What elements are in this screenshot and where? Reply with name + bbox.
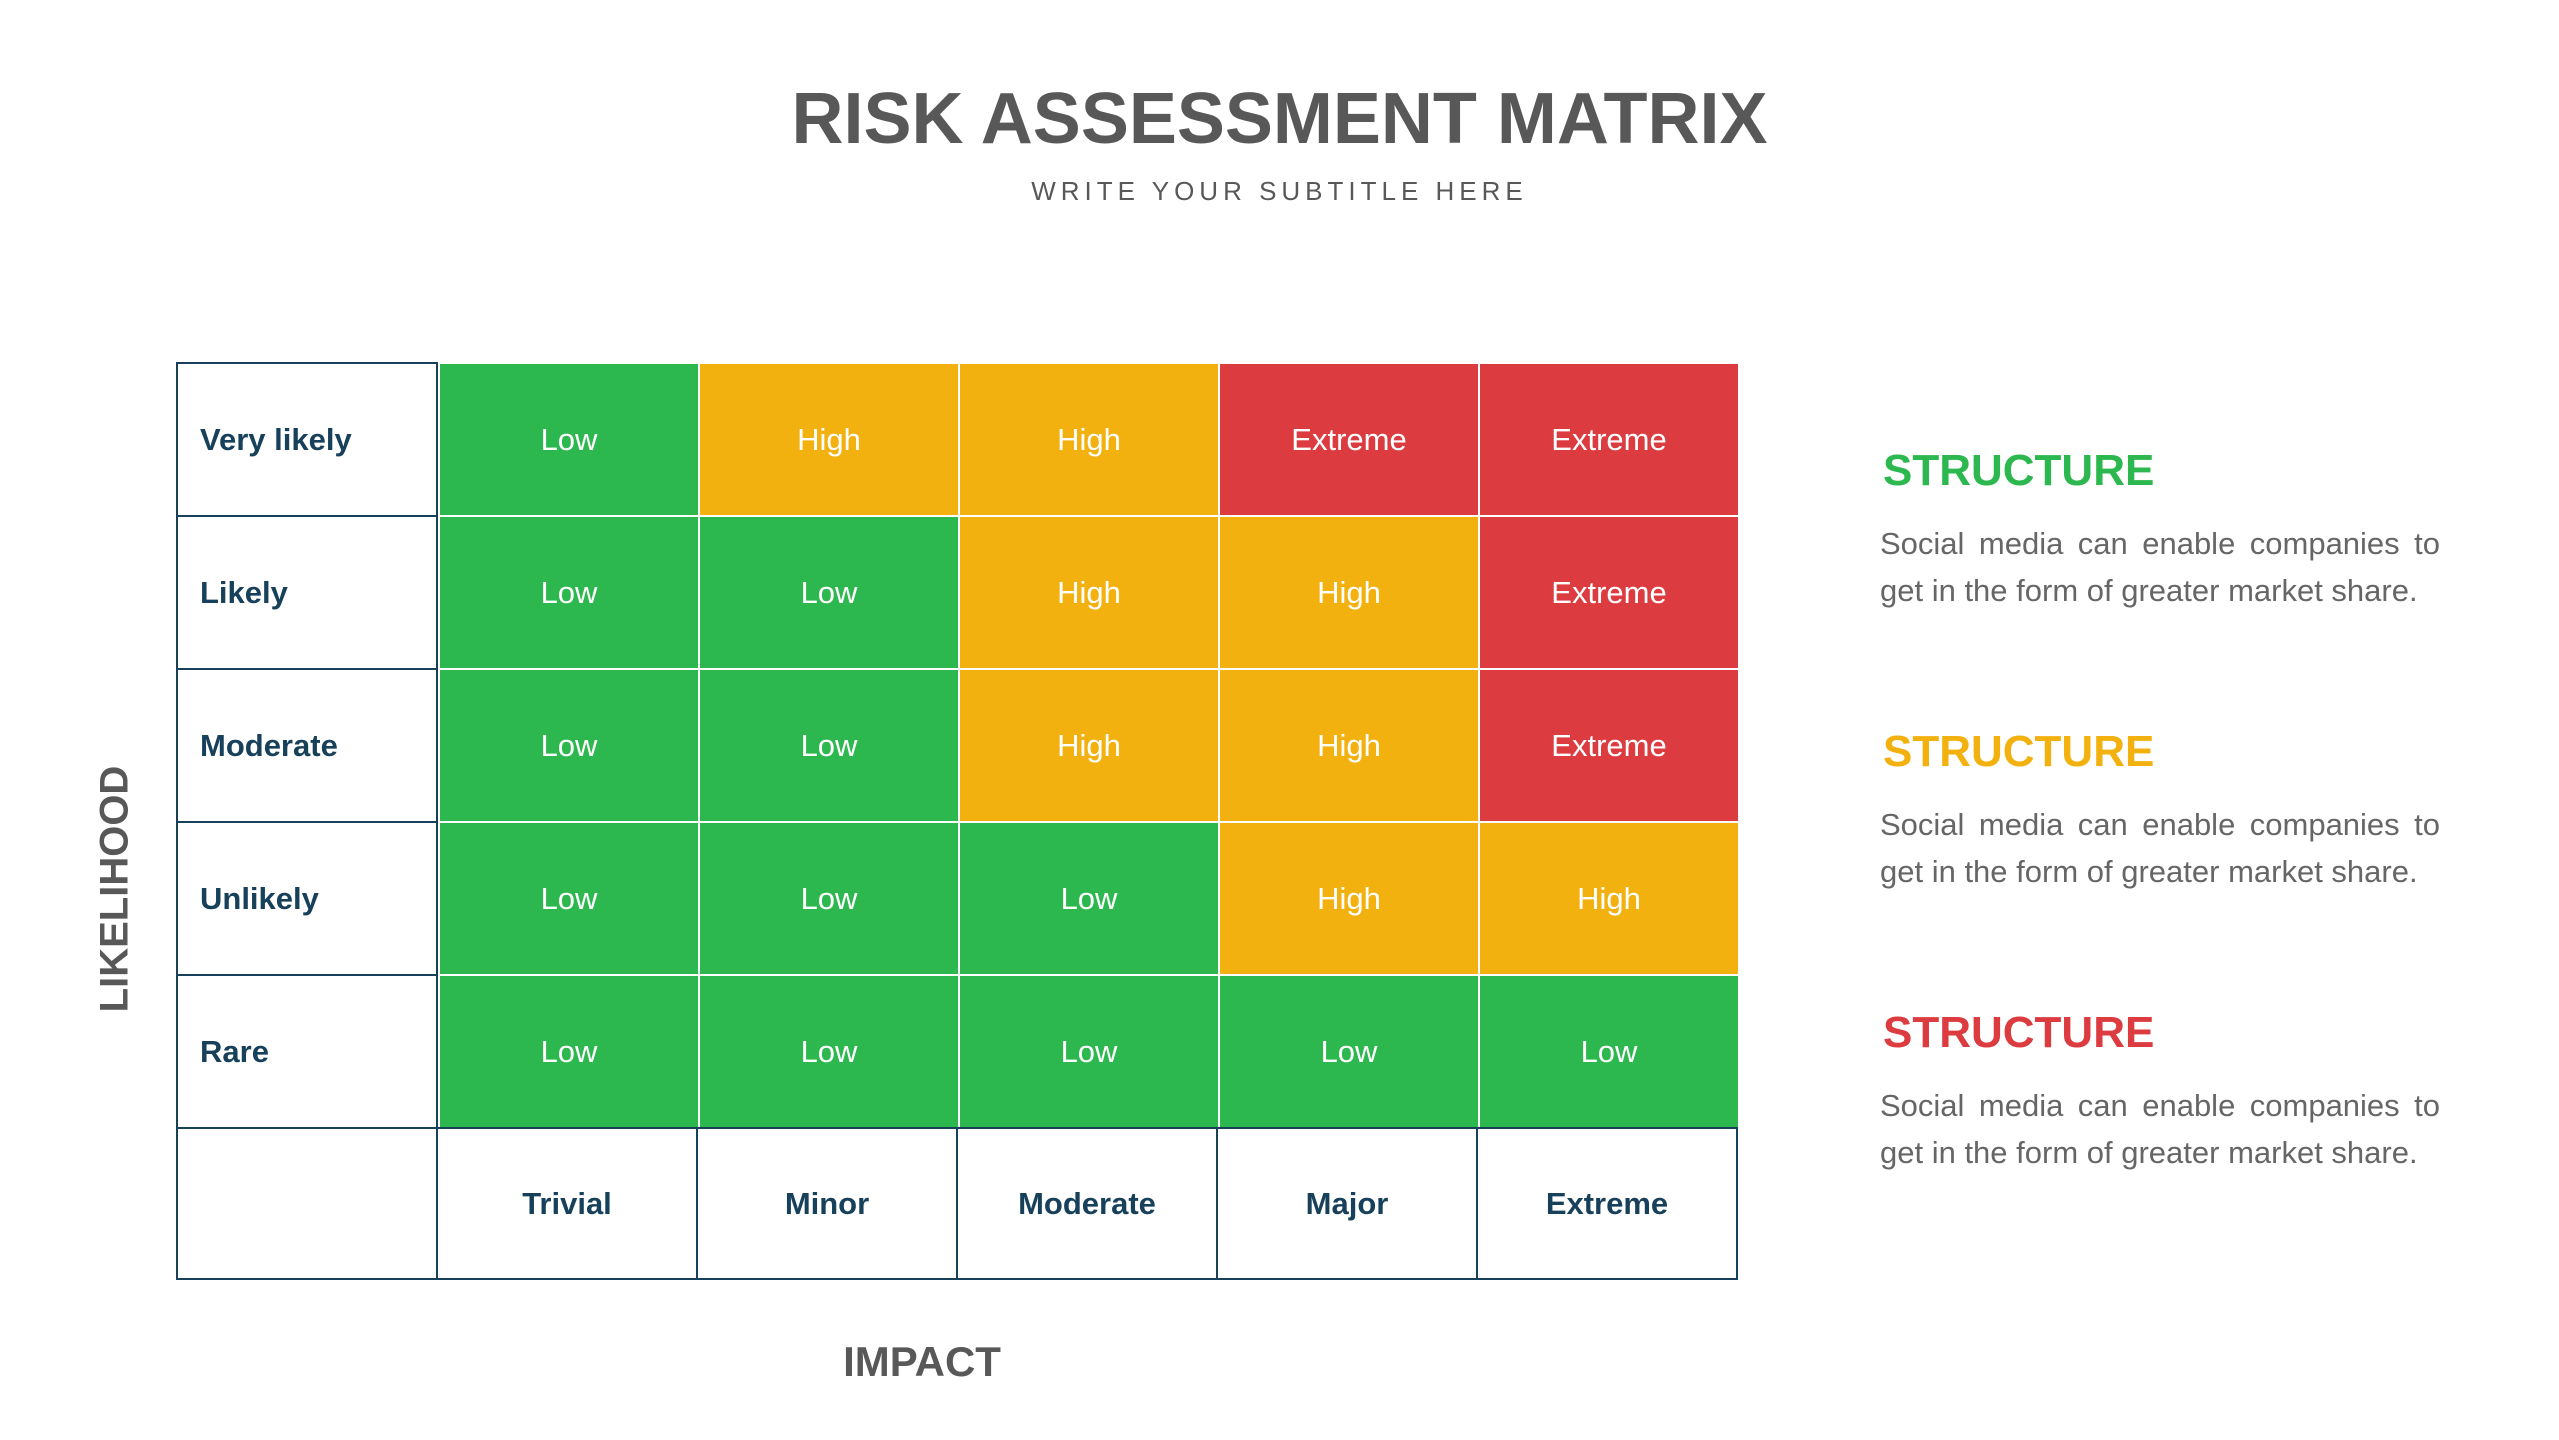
risk-cell: Low	[438, 974, 700, 1129]
title: RISK ASSESSMENT MATRIX	[791, 79, 1768, 159]
row-label: Unlikely	[176, 821, 438, 976]
column-label: Trivial	[436, 1127, 698, 1280]
y-axis-label: LIKELIHOOD	[92, 765, 137, 1013]
risk-cell: Low	[958, 821, 1220, 976]
section-text: Social media can enable companies to get…	[1880, 526, 2440, 608]
section-text: Social media can enable companies to get…	[1880, 807, 2440, 889]
risk-cell: High	[1218, 668, 1480, 823]
section-heading: STRUCTURE	[1883, 727, 2155, 776]
column-label: Moderate	[956, 1127, 1218, 1280]
section-heading: STRUCTURE	[1883, 446, 2155, 495]
corner-cell	[176, 1127, 438, 1280]
risk-cell: Extreme	[1478, 515, 1740, 670]
risk-cell: Low	[438, 668, 700, 823]
risk-cell: High	[958, 668, 1220, 823]
x-axis-label: IMPACT	[843, 1338, 1001, 1385]
row-label: Rare	[176, 974, 438, 1129]
risk-cell: Low	[958, 974, 1220, 1129]
risk-cell: Extreme	[1478, 362, 1740, 517]
column-label: Minor	[696, 1127, 958, 1280]
risk-cell: Low	[698, 974, 960, 1129]
row-label: Likely	[176, 515, 438, 670]
risk-cell: High	[958, 362, 1220, 517]
risk-cell: High	[958, 515, 1220, 670]
risk-cell: Extreme	[1218, 362, 1480, 517]
column-label: Major	[1216, 1127, 1478, 1280]
section-text: Social media can enable companies to get…	[1880, 1088, 2440, 1170]
column-label: Extreme	[1476, 1127, 1738, 1280]
section-heading: STRUCTURE	[1883, 1008, 2155, 1057]
risk-cell: Low	[698, 515, 960, 670]
row-label: Moderate	[176, 668, 438, 823]
risk-cell: Low	[438, 821, 700, 976]
risk-cell: Low	[438, 515, 700, 670]
risk-cell: Low	[1218, 974, 1480, 1129]
risk-cell: High	[1218, 821, 1480, 976]
row-label: Very likely	[176, 362, 438, 517]
risk-cell: High	[698, 362, 960, 517]
risk-cell: High	[1478, 821, 1740, 976]
risk-cell: Low	[1478, 974, 1740, 1129]
risk-cell: Extreme	[1478, 668, 1740, 823]
risk-cell: High	[1218, 515, 1480, 670]
risk-cell: Low	[438, 362, 700, 517]
subtitle: WRITE YOUR SUBTITLE HERE	[1031, 176, 1528, 206]
risk-cell: Low	[698, 668, 960, 823]
risk-cell: Low	[698, 821, 960, 976]
